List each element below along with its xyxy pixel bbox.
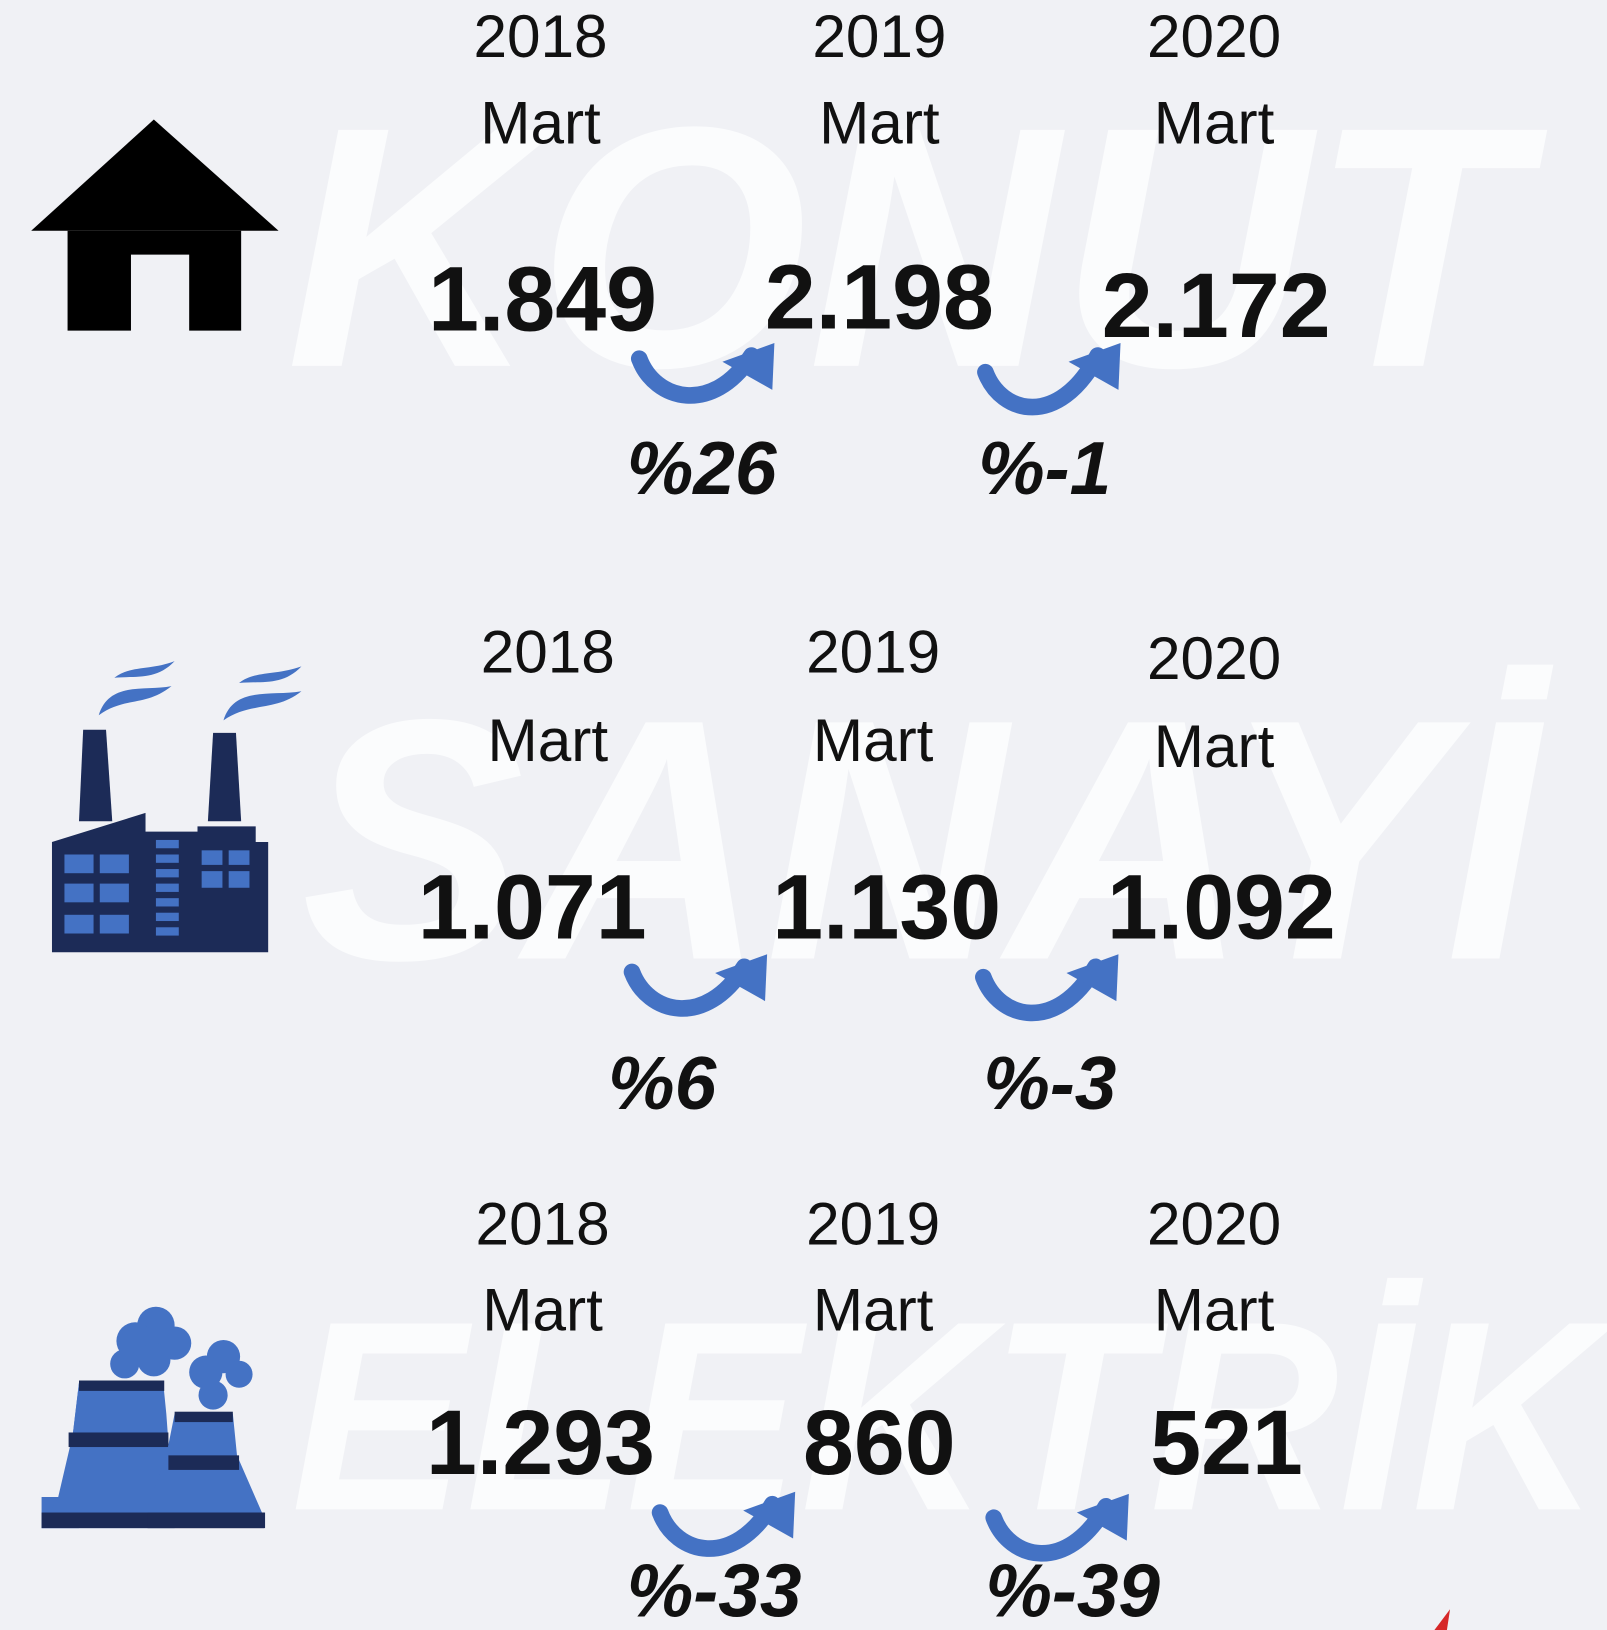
- value: 1.293: [426, 1392, 655, 1494]
- arrow-body: [985, 1497, 1115, 1562]
- year-label: 2019: [806, 1189, 940, 1257]
- curved-arrow: [975, 954, 1119, 1022]
- value: 521: [1150, 1392, 1303, 1494]
- arrow-body: [975, 958, 1104, 1022]
- year-label: 2018: [476, 1189, 610, 1257]
- month-label: Mart: [482, 1276, 603, 1344]
- month-label: Mart: [819, 88, 940, 156]
- arrow-body: [977, 347, 1106, 416]
- arrow-head: [1076, 1493, 1129, 1541]
- curved-arrow: [977, 343, 1121, 416]
- month-label: Mart: [813, 706, 934, 774]
- curved-arrow: [623, 954, 768, 1017]
- arrow-head: [722, 343, 775, 390]
- watermark: KONUT: [286, 55, 1550, 439]
- value: 1.092: [1107, 857, 1336, 959]
- change-label: %26: [627, 426, 778, 510]
- month-label: Mart: [813, 1276, 934, 1344]
- month-label: Mart: [488, 706, 609, 774]
- value: 1.071: [418, 857, 647, 959]
- corner-mark: [1434, 1609, 1451, 1630]
- month-label: Mart: [1154, 1276, 1275, 1344]
- year-label: 2020: [1147, 624, 1281, 692]
- year-label: 2018: [473, 2, 607, 70]
- year-label: 2019: [806, 618, 940, 686]
- power-plant-icon: [41, 1306, 266, 1529]
- arrow-head: [1066, 954, 1119, 1002]
- value: 1.130: [772, 857, 1001, 959]
- content: 2018 Mart 2019 Mart 2020 Mart 1.849 2.198 2.172%…: [418, 2, 1336, 1630]
- month-label: Mart: [1154, 88, 1275, 156]
- change-label: %-39: [985, 1548, 1160, 1630]
- arrow-head: [1068, 343, 1121, 390]
- curved-arrow: [651, 1491, 796, 1557]
- value: 1.849: [428, 249, 657, 351]
- factory-icon: [51, 661, 302, 953]
- year-label: 2020: [1147, 2, 1281, 70]
- watermark: ELEKTRİK: [291, 1265, 1607, 1567]
- arrow-body: [623, 958, 753, 1017]
- arrow-body: [630, 347, 760, 404]
- change-label: %-33: [627, 1548, 802, 1630]
- value: 860: [803, 1392, 956, 1494]
- month-label: Mart: [480, 88, 601, 156]
- year-label: 2019: [812, 2, 946, 70]
- change-label: %-3: [983, 1041, 1116, 1125]
- month-label: Mart: [1154, 712, 1275, 780]
- arrow-head: [715, 954, 768, 1002]
- house-icon: [31, 119, 279, 331]
- watermarks: KONUT SANAYİ ELEKTRİK: [286, 55, 1607, 1568]
- arrow-body: [651, 1495, 781, 1557]
- curved-arrow: [985, 1493, 1129, 1562]
- arrow-head: [743, 1491, 796, 1539]
- watermark: SANAYİ: [301, 647, 1555, 1031]
- curved-arrow: [630, 343, 775, 404]
- change-label: %-1: [978, 426, 1111, 510]
- value: 2.172: [1102, 255, 1331, 357]
- change-label: %6: [608, 1041, 718, 1125]
- year-label: 2020: [1147, 1189, 1281, 1257]
- value: 2.198: [765, 246, 994, 348]
- year-label: 2018: [481, 618, 615, 686]
